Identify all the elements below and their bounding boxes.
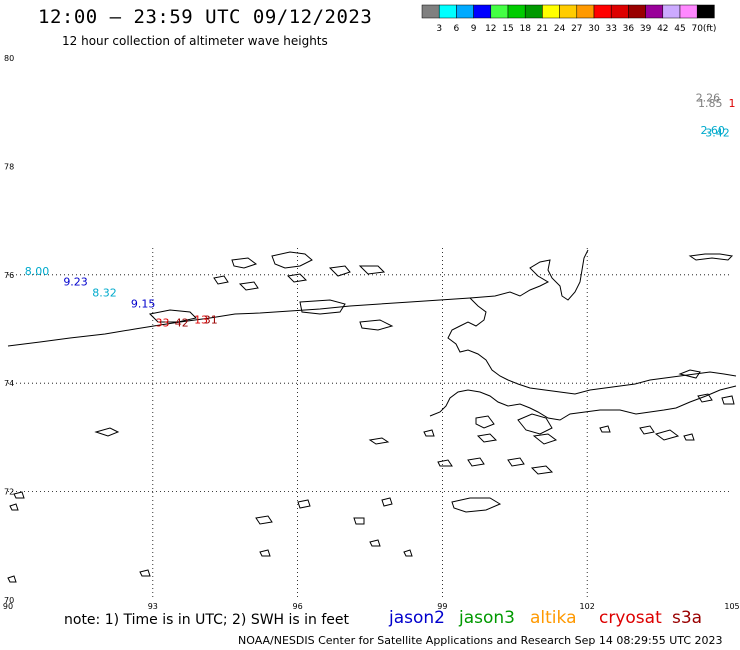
color-scale-legend: 3 6 9 12 15 18 21 24 27 30 33 36 39 42 45 70 (ft) [421,4,717,34]
swh-value-label: 3.42 [705,127,730,140]
y-tick-label: 74 [4,379,14,388]
grid-lines [8,248,732,600]
legend-swatch [662,4,681,19]
footer-note: note: 1) Time is in UTC; 2) SWH is in fe… [64,612,350,628]
swh-value-label: 31 [204,314,218,327]
legend-swatch [490,4,509,19]
y-tick-label: 78 [4,162,14,171]
legend-swatch [645,4,664,19]
legend-unit: (ft) [703,24,717,34]
chart-title: 12:00 – 23:59 UTC 09/12/2023 [38,6,373,28]
legend-swatch [559,4,578,19]
legend-tick-label: 21 [537,24,548,34]
swh-observations: 9.23 9.15 8.00 8.32 2.603.42 33 13 1 42 31 2.261.8… [25,91,736,329]
swh-value-label: 33 [155,316,169,329]
y-tick-label: 76 [4,271,14,280]
legend-tick-label: 27 [571,24,582,34]
y-tick-label: 70 [4,596,14,605]
legend-tick-label: 36 [623,24,635,34]
x-tick-label: 96 [293,602,303,611]
legend-tick-label: 24 [554,24,566,34]
legend-tick-label: 6 [454,24,460,34]
legend-tick-label: 18 [519,24,531,34]
swh-value-label: 2.26 [696,91,721,104]
swh-value-label: 1.85 [698,97,723,110]
legend-tick-label: 33 [605,24,616,34]
legend-swatch [421,4,440,19]
satellite-label-jason2: jason2 [389,608,445,628]
x-tick-label: 99 [437,602,447,611]
legend-tick-label: 45 [674,24,685,34]
coastline-map [7,249,737,583]
legend-swatch [593,4,612,19]
legend-swatch [456,4,474,19]
swh-value-label: 13 [194,314,208,327]
legend-tick-label: 42 [657,24,668,34]
legend-swatch [610,4,629,19]
legend-swatch [679,4,698,19]
satellite-label-cryosat: cryosat [599,608,662,628]
x-tick-label: 90 [3,602,13,611]
swh-value-label: 9.23 [63,276,88,289]
y-tick-label: 72 [4,488,14,497]
swh-value-label: 42 [175,316,189,329]
swh-value-label: 1 [729,97,736,110]
swh-value-label: 8.32 [92,286,117,299]
legend-swatch [507,4,526,19]
legend-tick-label: 30 [588,24,600,34]
legend-swatch [696,4,715,19]
y-tick-label: 80 [4,54,14,63]
legend-swatch [438,4,457,19]
footer-credit: NOAA/NESDIS Center for Satellite Applica… [238,634,723,647]
x-tick-label: 105 [724,602,739,611]
satellite-label-s3a: s3a [672,608,703,628]
satellite-label-altika: altika [530,608,577,628]
legend-swatch [542,4,560,19]
legend-tick-label: 3 [436,24,442,34]
satellite-label-jason3: jason3 [459,608,515,628]
swh-value-label: 2.60 [700,124,725,137]
legend-tick-label: 70 [691,24,703,34]
legend-tick-label: 9 [471,24,477,34]
legend-tick-label: 15 [502,24,513,34]
legend-swatch [473,4,492,19]
axis-tick-labels: 90 93 96 99 102 105 70 72 74 76 78 80 [3,54,740,611]
legend-tick-label: 39 [640,24,652,34]
x-tick-label: 102 [580,602,595,611]
legend-swatch [524,4,543,19]
chart-subtitle: 12 hour collection of altimeter wave hei… [62,34,328,48]
swh-value-label: 9.15 [131,297,156,310]
legend-swatch [628,4,646,19]
legend-tick-label: 12 [485,24,496,34]
swh-value-label: 8.00 [25,265,50,278]
legend-swatch [576,4,595,19]
x-tick-label: 93 [148,602,158,611]
